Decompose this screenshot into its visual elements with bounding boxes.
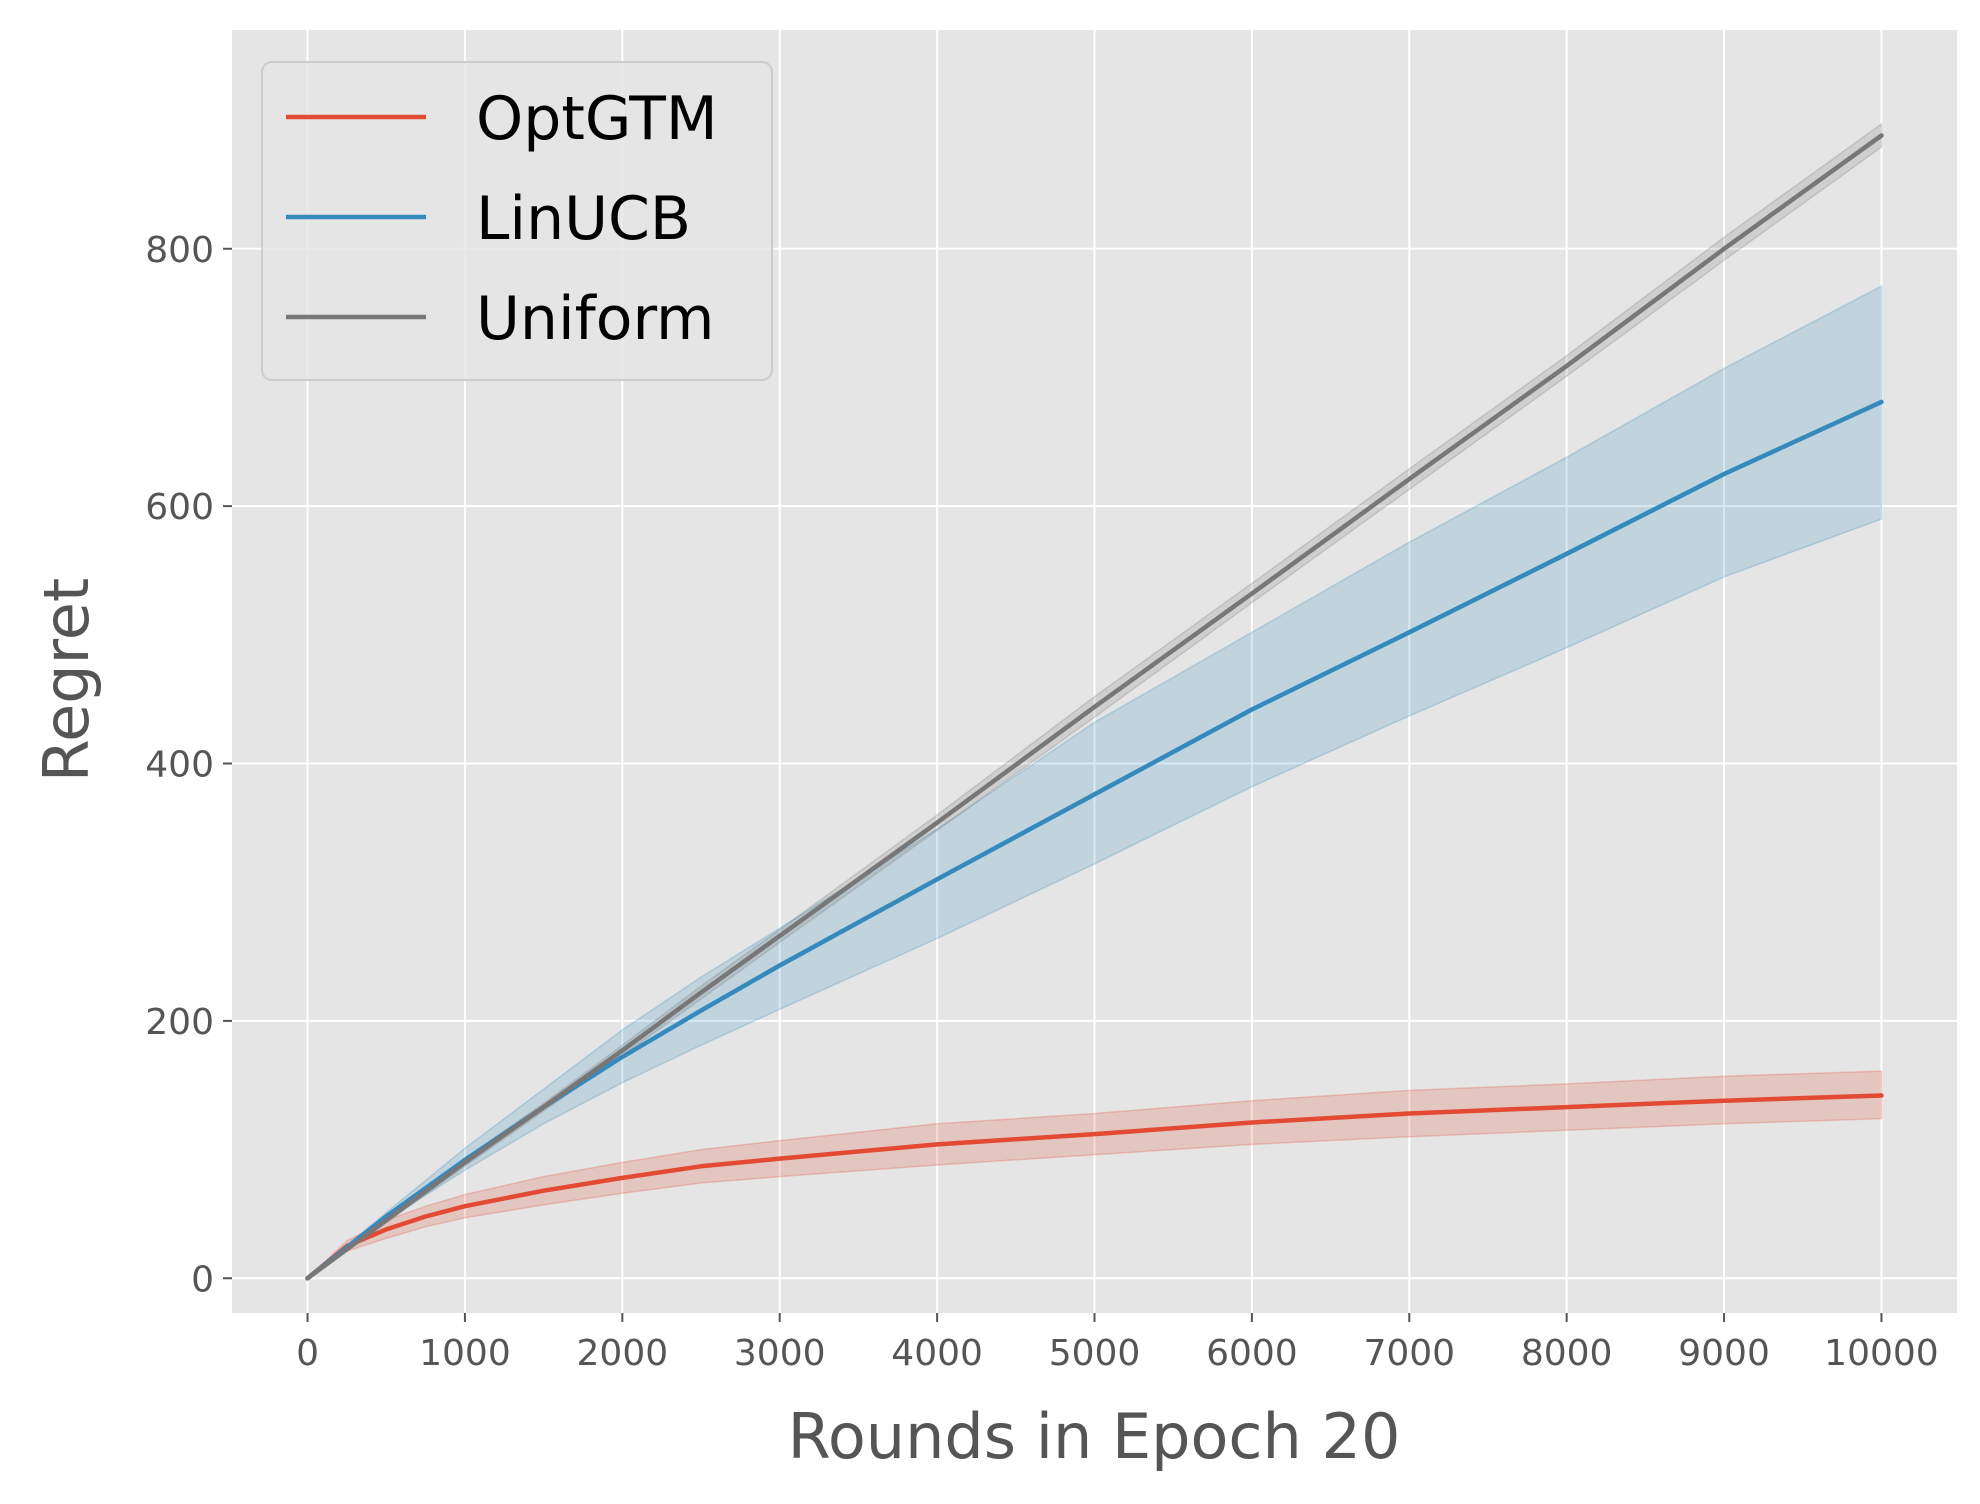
x-tick-label: 0 [296, 1333, 319, 1374]
x-tick-label: 2000 [577, 1333, 669, 1374]
y-axis-ticks: 0 200 400 600 800 [145, 230, 232, 1300]
x-axis-label: Rounds in Epoch 20 [788, 1400, 1401, 1473]
x-tick-label: 4000 [891, 1333, 983, 1374]
x-tick-label: 6000 [1206, 1333, 1298, 1374]
uniform-series-line [305, 133, 1884, 1281]
optgtm-legend-label: OptGTM [476, 84, 718, 154]
uniform-legend-label: Uniform [476, 284, 715, 354]
x-tick-label: 3000 [734, 1333, 826, 1374]
x-tick-label: 10000 [1824, 1333, 1939, 1374]
x-tick-label: 1000 [419, 1333, 511, 1374]
y-tick-label: 800 [145, 230, 214, 271]
y-tick-label: 600 [145, 487, 214, 528]
x-tick-label: 7000 [1363, 1333, 1455, 1374]
y-tick-label: 400 [145, 745, 214, 786]
y-axis-label: Regret [30, 578, 103, 782]
legend-box [261, 61, 773, 381]
linucb-legend-label: LinUCB [476, 184, 691, 254]
series-lines [305, 133, 1884, 1281]
grid-lines [232, 30, 1957, 1313]
y-tick-label: 200 [145, 1002, 214, 1043]
x-tick-label: 5000 [1049, 1333, 1141, 1374]
optgtm-series-line [305, 1093, 1884, 1281]
y-tick-label: 0 [191, 1259, 214, 1300]
x-tick-label: 9000 [1678, 1333, 1770, 1374]
x-axis-ticks: 0 1000 2000 3000 4000 5000 6000 7000 8000 9000 100… [296, 1313, 1939, 1374]
legend: OptGTM LinUCB Uniform [261, 61, 773, 381]
x-tick-label: 8000 [1521, 1333, 1613, 1374]
